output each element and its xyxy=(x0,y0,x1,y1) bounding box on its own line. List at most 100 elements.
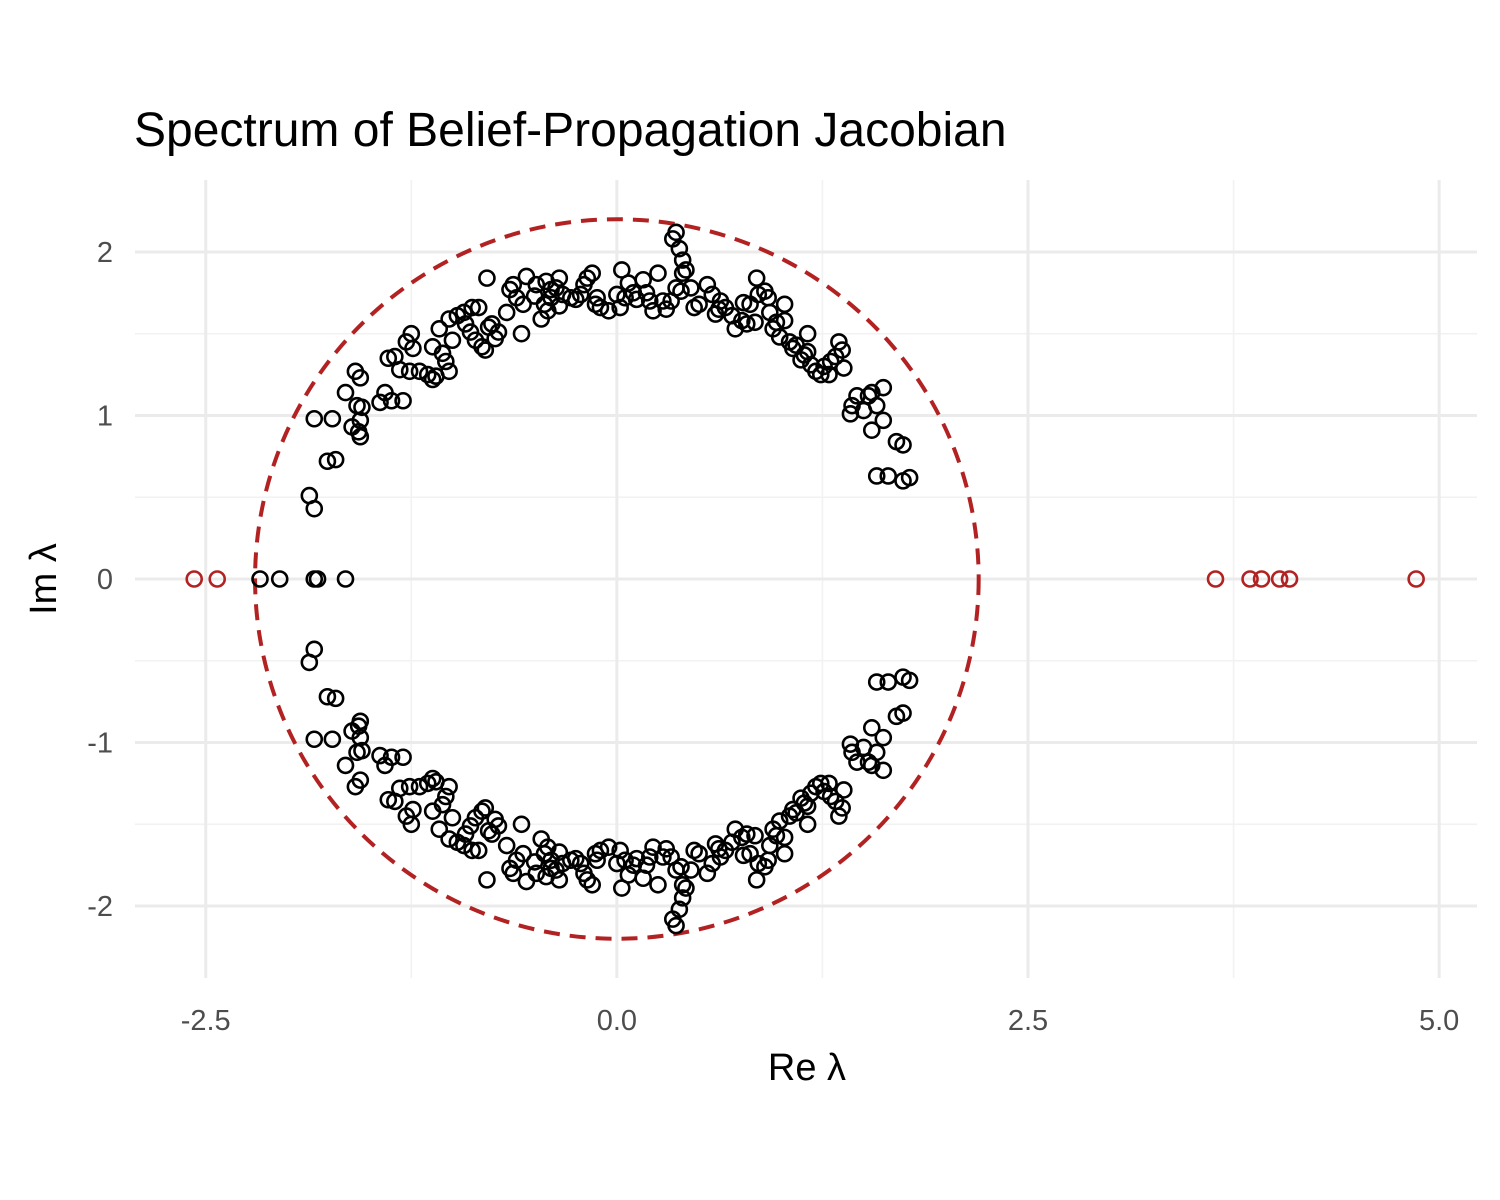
eigenvalue-point xyxy=(654,292,672,310)
eigenvalue-point xyxy=(746,826,764,845)
eigenvalue-point xyxy=(566,290,585,309)
eigenvalue-point xyxy=(583,875,602,894)
y-tick-label: -1 xyxy=(87,728,113,760)
eigenvalue-point xyxy=(672,282,690,300)
eigenvalue-point xyxy=(900,671,919,690)
x-axis-ticks: -2.5 0.0 2.5 5.0 xyxy=(181,1005,1460,1037)
eigenvalue-point xyxy=(517,872,536,891)
eigenvalue-point xyxy=(473,802,491,821)
eigenvalue-point xyxy=(497,303,516,322)
x-tick-label: -2.5 xyxy=(181,1005,231,1037)
eigenvalue-point xyxy=(336,383,355,402)
eigenvalue-point xyxy=(382,748,401,767)
eigenvalue-point xyxy=(437,787,455,806)
eigenvalue-point xyxy=(867,467,886,485)
eigenvalue-point xyxy=(379,790,398,809)
eigenvalue-point xyxy=(690,295,708,314)
eigenvalue-point xyxy=(862,421,881,439)
y-tick-label: 0 xyxy=(97,564,113,596)
eigenvalue-point xyxy=(323,409,342,428)
eigenvalue-point xyxy=(566,849,585,868)
eigenvalue-point xyxy=(550,871,569,889)
eigenvalue-point xyxy=(775,311,794,330)
eigenvalue-point xyxy=(874,411,893,430)
eigenvalue-point xyxy=(682,279,700,297)
eigenvalue-point xyxy=(489,817,508,835)
eigenvalue-point xyxy=(305,640,324,659)
eigenvalue-point xyxy=(746,313,764,332)
eigenvalue-point xyxy=(351,712,370,731)
eigenvalue-point xyxy=(747,871,766,889)
eigenvalue-point xyxy=(423,769,442,788)
eigenvalue-point xyxy=(476,341,495,359)
eigenvalue-point xyxy=(820,365,838,384)
eigenvalue-point xyxy=(270,570,289,588)
eigenvalue-point xyxy=(550,843,569,861)
eigenvalue-point xyxy=(867,396,886,415)
eigenvalue-point xyxy=(469,298,488,317)
eigenvalue-point xyxy=(677,879,695,897)
eigenvalue-point xyxy=(770,812,789,830)
x-tick-label: 2.5 xyxy=(1008,1005,1048,1037)
eigenvalue-point xyxy=(583,264,602,283)
eigenvalue-point xyxy=(571,285,590,304)
eigenvalue-point xyxy=(351,411,370,430)
eigenvalue-point xyxy=(599,302,618,320)
eigenvalue-point xyxy=(469,841,488,860)
eigenvalue-point xyxy=(430,320,449,338)
eigenvalue-point xyxy=(478,269,496,287)
eigenvalue-point xyxy=(440,830,458,848)
eigenvalue-point xyxy=(737,315,756,333)
eigenvalue-point xyxy=(644,838,662,856)
eigenvalue-point xyxy=(400,362,419,381)
eigenvalue-point xyxy=(611,841,629,860)
eigenvalue-point xyxy=(404,339,422,358)
eigenvalue-point xyxy=(550,297,569,315)
eigenvalue-point xyxy=(835,359,853,377)
eigenvalue-point xyxy=(512,324,531,343)
eigenvalue-point xyxy=(578,871,597,889)
y-tick-label: -2 xyxy=(87,891,113,923)
eigenvalue-point xyxy=(798,797,817,816)
eigenvalue-point xyxy=(433,795,452,814)
eigenvalue-point xyxy=(673,251,692,269)
eigenvalue-point xyxy=(798,815,817,834)
eigenvalue-point xyxy=(517,267,536,286)
eigenvalue-point xyxy=(463,298,481,317)
eigenvalue-point xyxy=(670,900,689,919)
eigenvalue-point xyxy=(351,369,370,387)
eigenvalue-point xyxy=(326,450,345,469)
eigenvalue-point xyxy=(874,728,893,747)
eigenvalue-point xyxy=(833,341,851,359)
eigenvalue-point xyxy=(667,223,685,242)
y-tick-label: 1 xyxy=(97,400,113,432)
eigenvalue-point xyxy=(640,292,659,310)
eigenvalue-point xyxy=(473,337,491,356)
eigenvalue-point xyxy=(867,743,886,762)
eigenvalue-point xyxy=(418,774,437,793)
eigenvalue-point xyxy=(404,800,422,819)
eigenvalue-point xyxy=(318,452,337,471)
eigenvalue-point xyxy=(418,365,437,384)
eigenvalue-point xyxy=(640,848,659,866)
eigenvalue-point xyxy=(512,815,531,834)
eigenvalue-point xyxy=(591,841,610,860)
reference-circle xyxy=(253,217,981,941)
eigenvalue-point xyxy=(410,777,429,796)
eigenvalue-point xyxy=(440,777,458,796)
x-tick-label: 0.0 xyxy=(597,1005,637,1037)
eigenvalue-point xyxy=(673,875,692,894)
eigenvalue-point xyxy=(812,774,830,793)
eigenvalue-point xyxy=(371,746,389,765)
eigenvalue-point xyxy=(673,889,692,907)
outlier-eigenvalue-point xyxy=(185,570,204,588)
eigenvalue-point xyxy=(673,264,692,283)
outlier-eigenvalue-point xyxy=(208,570,227,588)
eigenvalue-point xyxy=(798,342,817,361)
eigenvalue-point xyxy=(820,774,838,793)
eigenvalue-point xyxy=(611,298,629,317)
eigenvalue-point xyxy=(440,362,458,381)
eigenvalue-point xyxy=(382,391,401,410)
eigenvalue-point xyxy=(698,275,717,294)
eigenvalue-point xyxy=(323,730,342,749)
